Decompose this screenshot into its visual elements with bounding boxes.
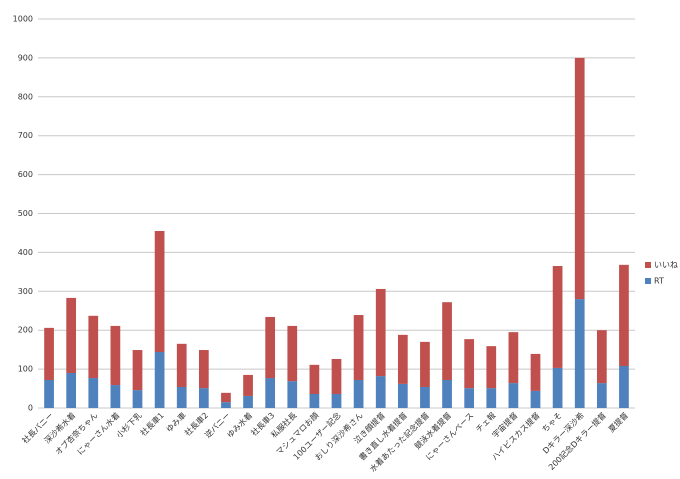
bar-segment <box>198 388 209 408</box>
bar-segment <box>265 378 276 408</box>
bar-segment <box>309 393 320 408</box>
bar-segment <box>574 299 585 408</box>
bar-segment <box>265 316 276 379</box>
bar-segment <box>176 386 187 408</box>
bar-segment <box>574 57 585 300</box>
bar-segment <box>420 341 430 387</box>
legend-swatch <box>645 262 651 268</box>
bar-segment <box>375 288 386 377</box>
y-tick-label: 800 <box>18 92 33 101</box>
bar-segment <box>530 353 541 391</box>
y-tick-label: 700 <box>18 131 33 140</box>
y-tick-label: 1000 <box>13 15 33 24</box>
bar-segment <box>243 395 253 408</box>
x-tick-label: 社長車1 <box>138 410 166 438</box>
bar-segment <box>464 339 475 389</box>
bar-segment <box>442 302 452 380</box>
y-tick-label: 500 <box>18 209 33 218</box>
bar-segment <box>619 365 629 408</box>
bar-segment <box>88 378 99 408</box>
y-tick-label: 900 <box>18 53 33 62</box>
x-tick-label: 夏提督 <box>606 410 630 434</box>
legend-swatch <box>645 278 651 284</box>
bar-segment <box>66 297 77 373</box>
bar-segment <box>353 315 364 380</box>
bar-segment <box>552 367 563 408</box>
legend-label: RT <box>654 277 664 286</box>
bar-segment <box>552 266 563 368</box>
bar-segment <box>420 386 430 408</box>
bar-segment <box>132 390 143 408</box>
bar-segment <box>375 376 386 408</box>
bar-segment <box>596 330 607 384</box>
bar-segment <box>287 325 298 382</box>
bar-segment <box>397 383 408 408</box>
bar-segment <box>287 381 298 408</box>
bar-segment <box>442 379 452 408</box>
bar-segment <box>464 388 475 408</box>
bar-segment <box>154 351 165 408</box>
bar-segment <box>619 264 629 366</box>
bar-segment <box>397 334 408 384</box>
bar-segment <box>44 379 54 408</box>
y-tick-label: 300 <box>18 287 33 296</box>
bar-segment <box>508 332 519 384</box>
bar-segment <box>66 372 77 408</box>
bar-segment <box>110 325 121 386</box>
legend-label: いいね <box>654 261 678 270</box>
y-tick-label: 400 <box>18 248 33 257</box>
bar-segment <box>154 231 165 352</box>
bar-segment <box>353 379 364 408</box>
bar-segment <box>508 383 519 408</box>
y-tick-label: 100 <box>18 365 33 374</box>
bar-segment <box>309 364 320 394</box>
y-tick-label: 0 <box>28 404 33 413</box>
bar-segment <box>221 402 231 408</box>
bar-segment <box>486 346 497 389</box>
bar-segment <box>331 393 342 408</box>
bar-segment <box>110 385 121 408</box>
bar-segment <box>44 327 54 380</box>
bar-segment <box>243 374 253 396</box>
bar-segment <box>198 350 209 389</box>
bar-segment <box>221 392 231 403</box>
bar-segment <box>486 388 497 408</box>
y-tick-label: 600 <box>18 170 33 179</box>
bar-segment <box>88 315 99 379</box>
bar-segment <box>530 390 541 408</box>
bar-segment <box>331 358 342 394</box>
bar-segment <box>596 383 607 408</box>
bar-segment <box>132 350 143 391</box>
bar-segment <box>176 343 187 387</box>
y-tick-label: 200 <box>18 326 33 335</box>
